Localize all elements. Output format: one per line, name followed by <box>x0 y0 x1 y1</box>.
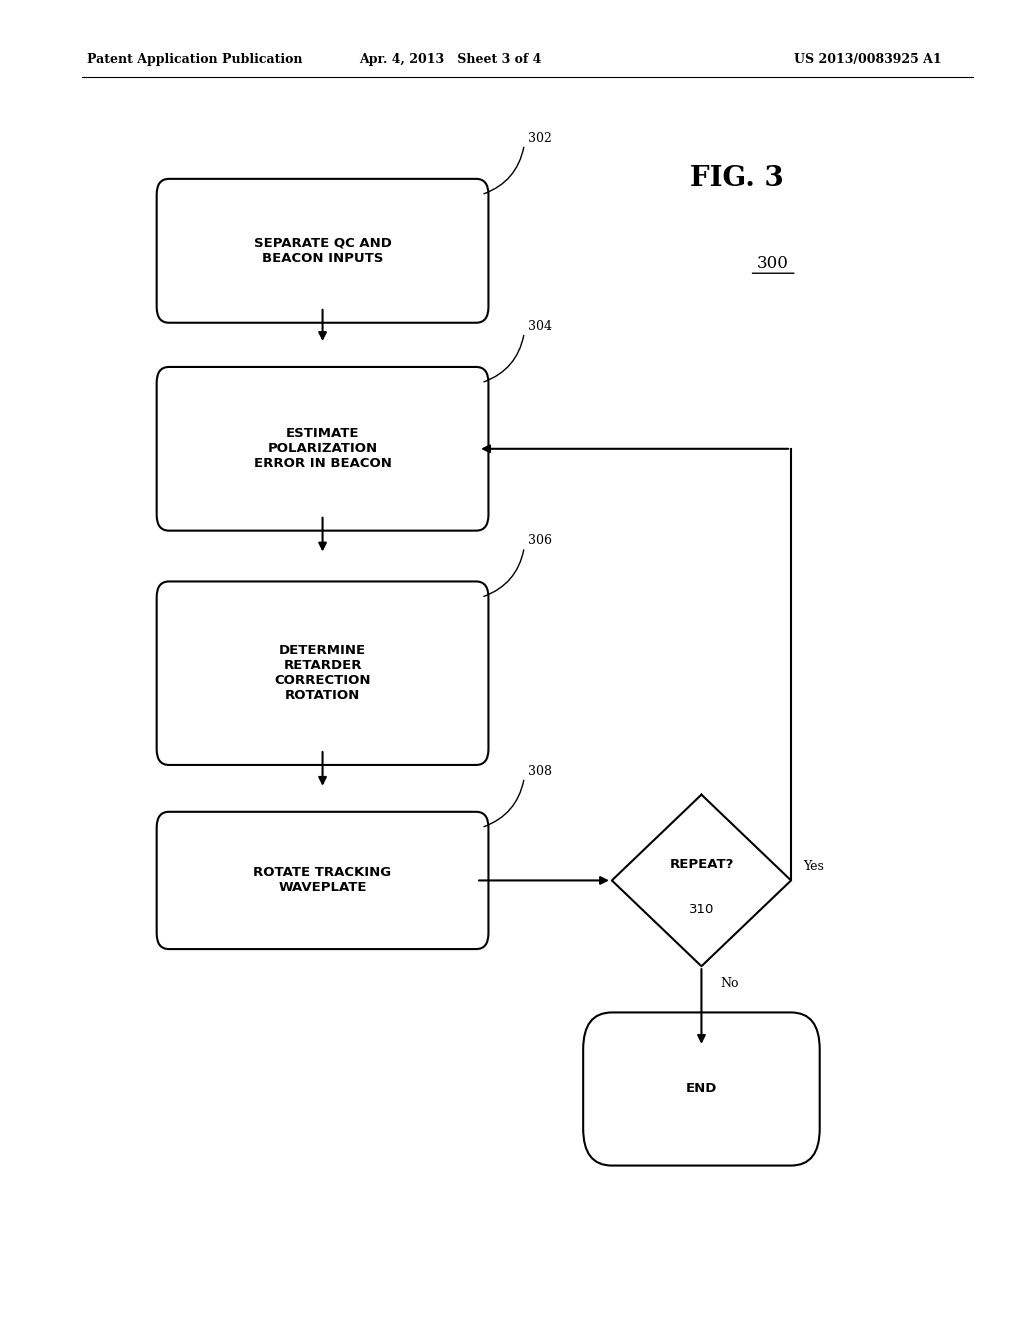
Text: 308: 308 <box>528 764 552 777</box>
Text: REPEAT?: REPEAT? <box>670 858 733 871</box>
Text: FIG. 3: FIG. 3 <box>690 165 784 191</box>
Text: Apr. 4, 2013   Sheet 3 of 4: Apr. 4, 2013 Sheet 3 of 4 <box>359 53 542 66</box>
Text: ESTIMATE
POLARIZATION
ERROR IN BEACON: ESTIMATE POLARIZATION ERROR IN BEACON <box>254 428 391 470</box>
Text: 300: 300 <box>757 256 790 272</box>
FancyBboxPatch shape <box>157 812 488 949</box>
Text: Patent Application Publication: Patent Application Publication <box>87 53 302 66</box>
Text: 304: 304 <box>528 319 552 333</box>
Text: ROTATE TRACKING
WAVEPLATE: ROTATE TRACKING WAVEPLATE <box>254 866 391 895</box>
Text: SEPARATE QC AND
BEACON INPUTS: SEPARATE QC AND BEACON INPUTS <box>254 236 391 265</box>
FancyBboxPatch shape <box>157 367 488 531</box>
FancyBboxPatch shape <box>584 1012 819 1166</box>
FancyBboxPatch shape <box>157 581 488 766</box>
FancyBboxPatch shape <box>157 178 488 322</box>
Text: No: No <box>720 977 738 990</box>
Text: END: END <box>686 1082 717 1096</box>
Text: US 2013/0083925 A1: US 2013/0083925 A1 <box>795 53 942 66</box>
Text: 310: 310 <box>689 903 714 916</box>
Text: Yes: Yes <box>804 859 824 873</box>
Text: DETERMINE
RETARDER
CORRECTION
ROTATION: DETERMINE RETARDER CORRECTION ROTATION <box>274 644 371 702</box>
Polygon shape <box>612 795 792 966</box>
Text: 306: 306 <box>528 535 552 548</box>
Text: 302: 302 <box>528 132 552 145</box>
